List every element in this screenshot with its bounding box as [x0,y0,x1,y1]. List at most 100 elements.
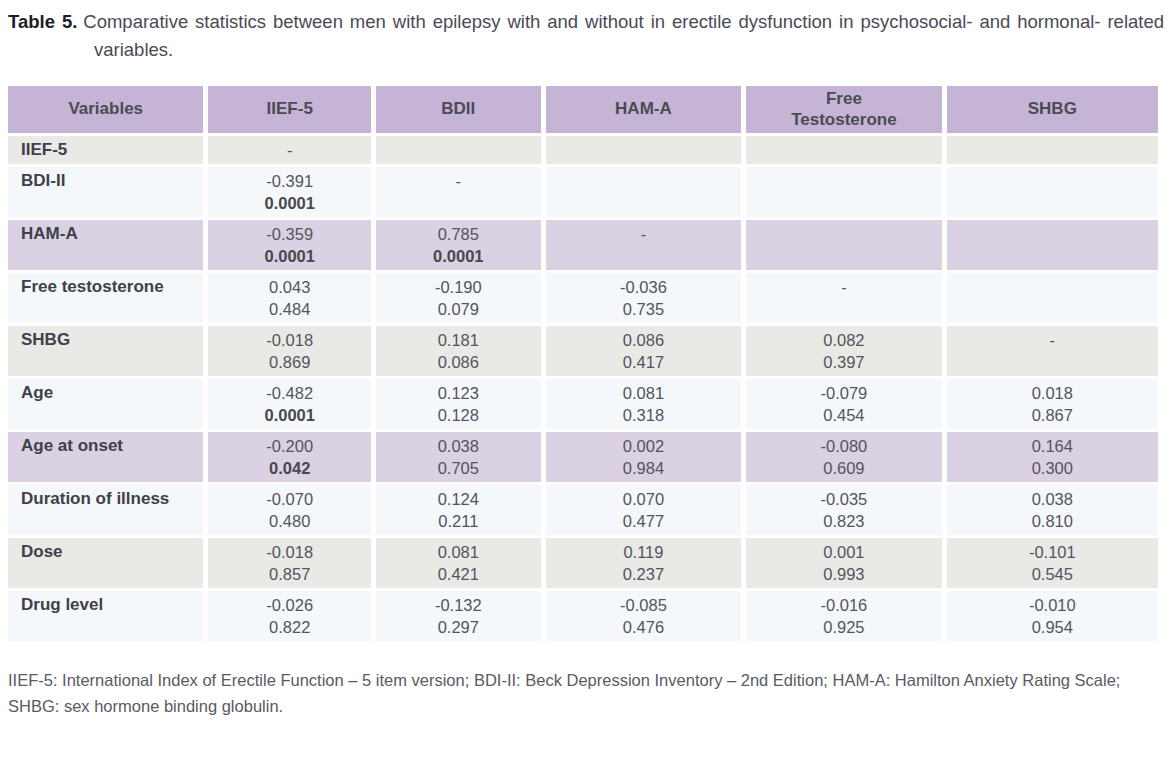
variable-label-cell: HAM-A [8,220,203,270]
header-cell: Variables [8,86,203,133]
variable-label-cell: SHBG [8,326,203,376]
r-value: 0.043 [216,276,362,298]
r-value: 0.081 [554,382,733,404]
stat-cell: 0.1240.211 [376,485,541,535]
table-row: Age at onset-0.2000.0420.0380.7050.0020.… [8,432,1158,482]
p-value: 0.300 [955,457,1150,479]
p-value: 0.925 [754,616,933,638]
stat-cell: -0.1010.545 [947,538,1158,588]
stat-cell: 0.0810.318 [546,379,741,429]
header-cell: HAM-A [546,86,741,133]
r-value: -0.085 [554,594,733,616]
stat-cell: 0.1190.237 [546,538,741,588]
r-value: -0.079 [754,382,933,404]
r-value: -0.359 [216,223,362,245]
variable-label-cell: BDI-II [8,167,203,217]
p-value: 0.297 [384,616,533,638]
table-row: IIEF-5- [8,136,1158,164]
p-value: 0.042 [216,457,362,479]
variable-label-cell: Dose [8,538,203,588]
r-value: -0.035 [754,488,933,510]
empty-cell [376,136,541,164]
r-value: 0.001 [754,541,933,563]
r-value: 0.018 [955,382,1150,404]
r-value: -0.200 [216,435,362,457]
r-value: 0.123 [384,382,533,404]
stat-cell: -0.3910.0001 [208,167,370,217]
p-value: 0.810 [955,510,1150,532]
table-caption: Table 5.Comparative statistics between m… [8,8,1164,64]
p-value: 0.0001 [384,245,533,267]
stat-cell: -0.0350.823 [746,485,941,535]
p-value: 0.086 [384,351,533,373]
table-row: Duration of illness-0.0700.4800.1240.211… [8,485,1158,535]
stat-cell: 0.0820.397 [746,326,941,376]
variable-label-cell: IIEF-5 [8,136,203,164]
stat-cell: -0.3590.0001 [208,220,370,270]
r-value: 0.086 [554,329,733,351]
stat-cell: -0.0360.735 [546,273,741,323]
header-cell: IIEF-5 [208,86,370,133]
p-value: 0.318 [554,404,733,426]
variable-label-cell: Duration of illness [8,485,203,535]
p-value: 0.0001 [216,245,362,267]
empty-cell [746,167,941,217]
variable-label-cell: Free testosterone [8,273,203,323]
stat-cell: -0.0100.954 [947,591,1158,641]
r-value: 0.119 [554,541,733,563]
p-value: 0.857 [216,563,362,585]
r-value: 0.070 [554,488,733,510]
p-value: 0.421 [384,563,533,585]
r-value: 0.164 [955,435,1150,457]
p-value: 0.993 [754,563,933,585]
stat-cell: -0.0700.480 [208,485,370,535]
stat-cell: -0.0160.925 [746,591,941,641]
stat-cell: -0.1900.079 [376,273,541,323]
header-cell: Free Testosterone [746,86,941,133]
p-value: 0.705 [384,457,533,479]
variable-label-cell: Drug level [8,591,203,641]
p-value: 0.484 [216,298,362,320]
empty-cell [947,273,1158,323]
stat-cell: - [546,220,741,270]
p-value: 0.867 [955,404,1150,426]
r-value: -0.391 [216,170,362,192]
p-value: 0.480 [216,510,362,532]
p-value: 0.869 [216,351,362,373]
empty-cell [947,136,1158,164]
r-value: 0.785 [384,223,533,245]
stat-cell: - [947,326,1158,376]
table-caption-text: Comparative statistics between men with … [83,11,1164,60]
table-row: HAM-A-0.3590.00010.7850.0001- [8,220,1158,270]
p-value: 0.128 [384,404,533,426]
variable-label-cell: Age at onset [8,432,203,482]
correlation-table: VariablesIIEF-5BDIIHAM-AFree Testosteron… [3,83,1163,644]
header-row: VariablesIIEF-5BDIIHAM-AFree Testosteron… [8,86,1158,133]
empty-cell [546,167,741,217]
stat-cell: -0.0850.476 [546,591,741,641]
p-value: 0.477 [554,510,733,532]
r-value: 0.038 [955,488,1150,510]
stat-cell: 0.0700.477 [546,485,741,535]
table-row: SHBG-0.0180.8690.1810.0860.0860.4170.082… [8,326,1158,376]
r-value: -0.190 [384,276,533,298]
p-value: 0.823 [754,510,933,532]
r-value: - [955,329,1150,351]
r-value: - [216,139,362,161]
table-row: Age-0.4820.00010.1230.1280.0810.318-0.07… [8,379,1158,429]
r-value: 0.038 [384,435,533,457]
variable-label-cell: Age [8,379,203,429]
r-value: 0.124 [384,488,533,510]
r-value: -0.101 [955,541,1150,563]
p-value: 0.211 [384,510,533,532]
stat-cell: 0.1230.128 [376,379,541,429]
stat-cell: -0.1320.297 [376,591,541,641]
table-body: IIEF-5-BDI-II-0.3910.0001-HAM-A-0.3590.0… [8,136,1158,641]
stat-cell: -0.0180.869 [208,326,370,376]
stat-cell: 0.1810.086 [376,326,541,376]
table-number: Table 5. [8,11,83,32]
empty-cell [746,220,941,270]
table-row: Drug level-0.0260.822-0.1320.297-0.0850.… [8,591,1158,641]
stat-cell: -0.2000.042 [208,432,370,482]
stat-cell: -0.0800.609 [746,432,941,482]
